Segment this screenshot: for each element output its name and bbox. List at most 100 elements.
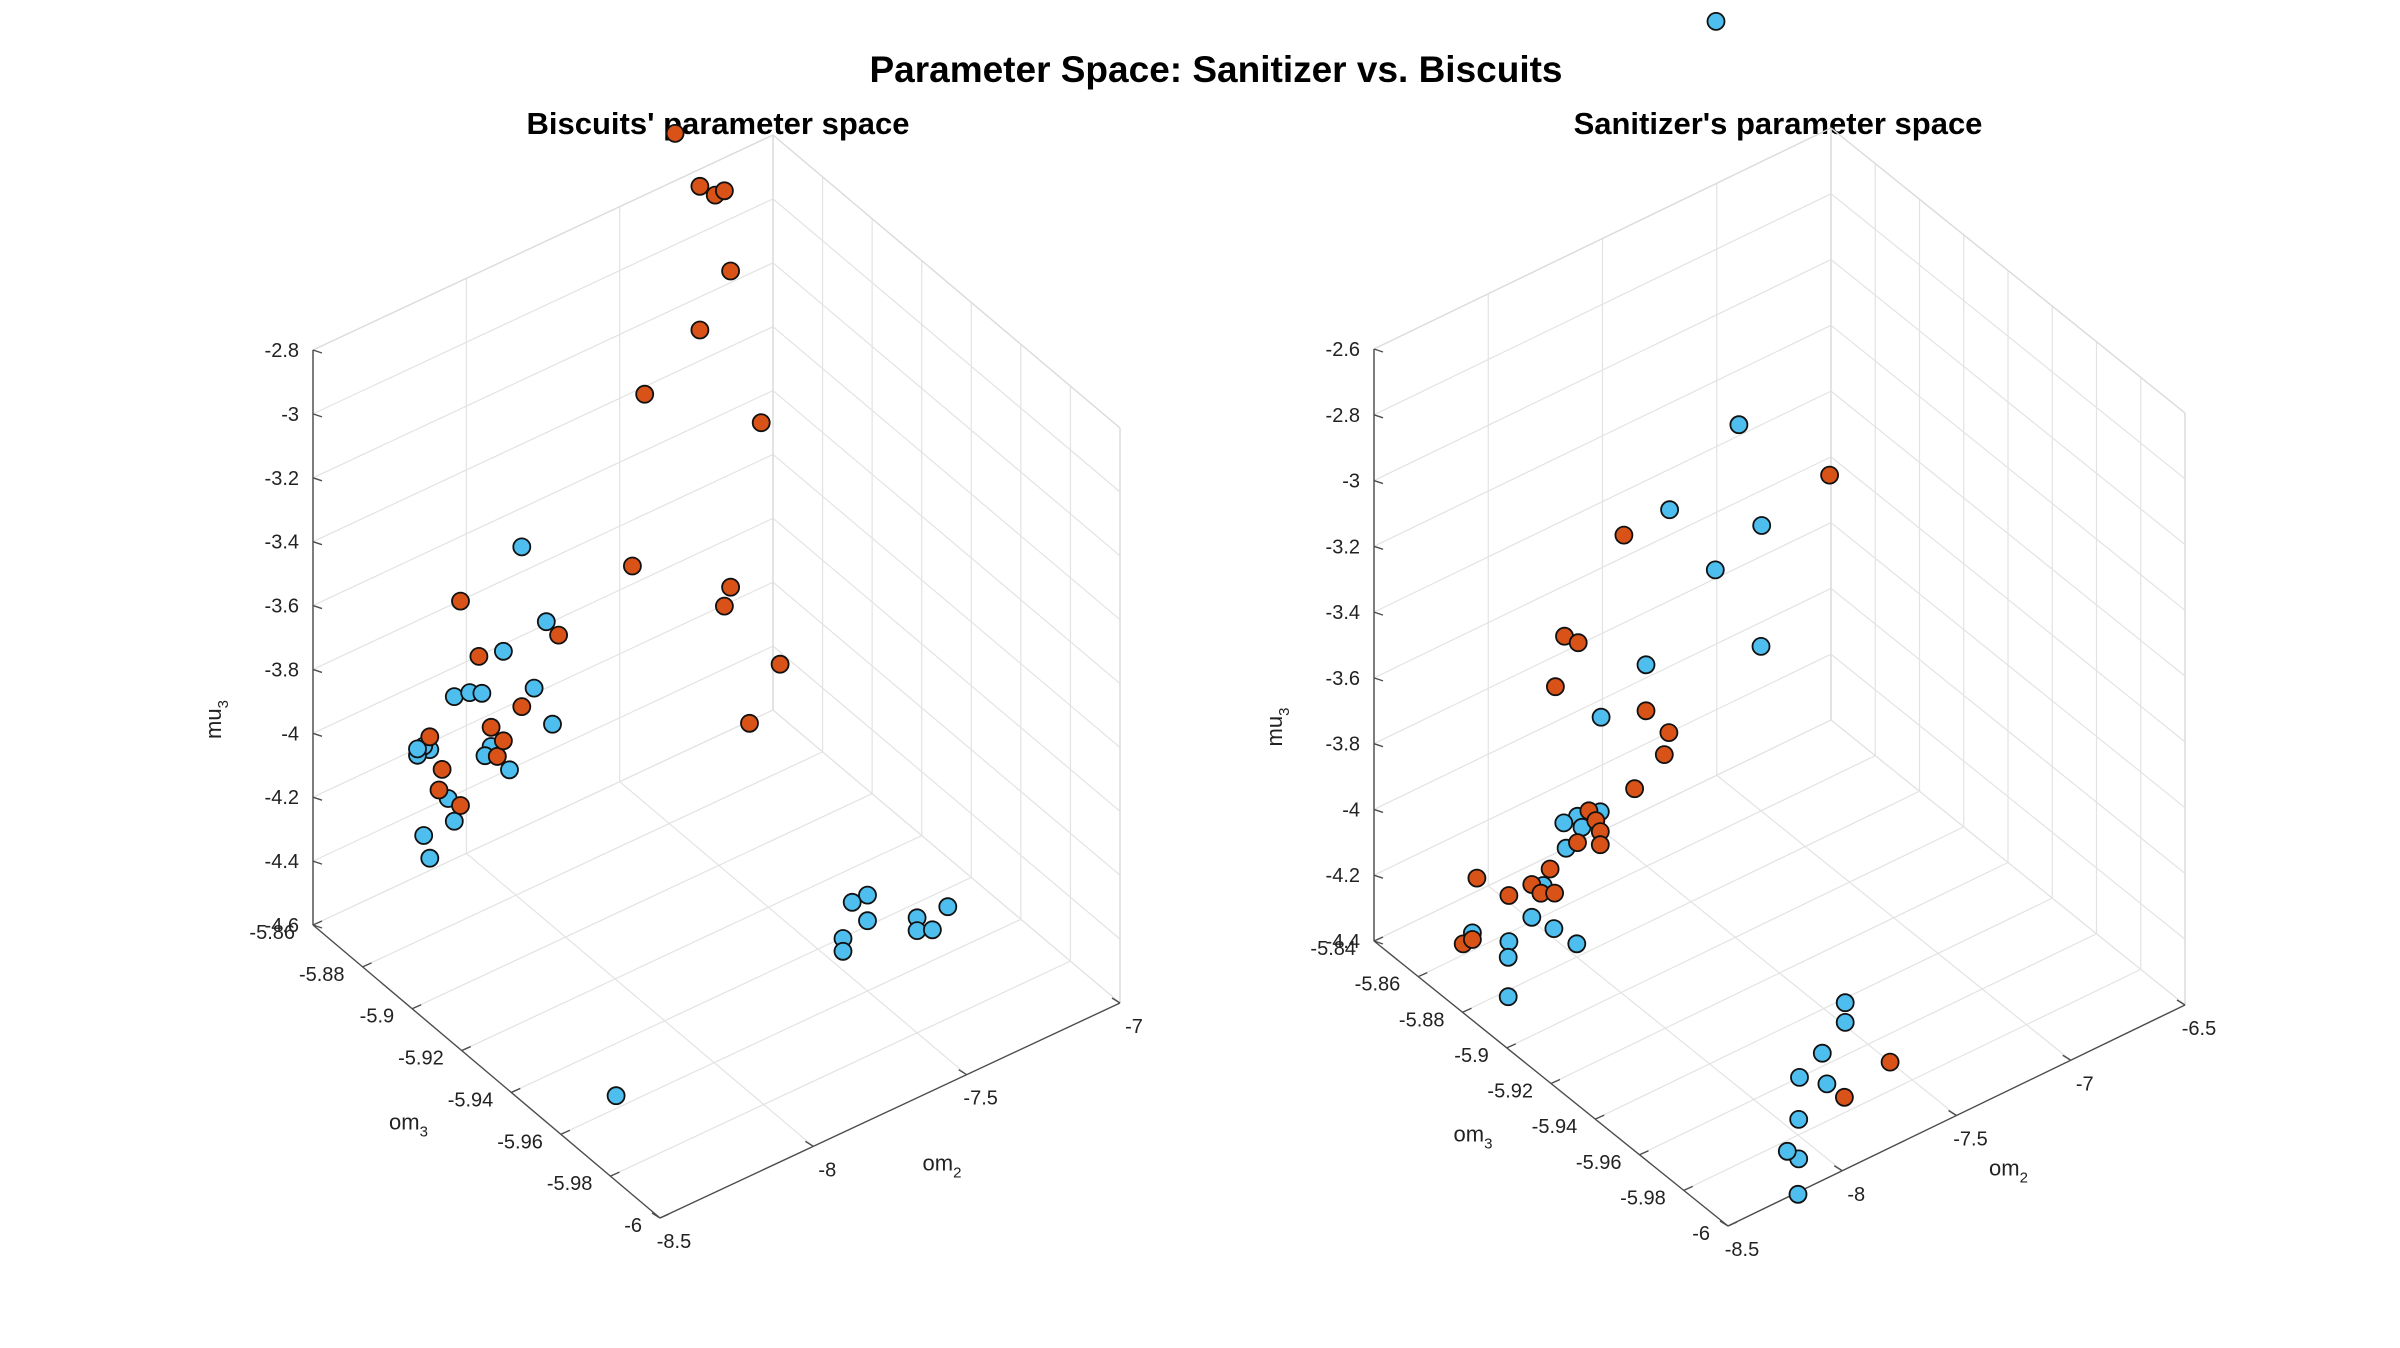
y-tick-mark — [362, 962, 372, 968]
grid-line — [772, 326, 1121, 621]
biscuits-y-tick-label: -5.96 — [497, 1131, 543, 1153]
z-tick-mark — [312, 732, 323, 737]
data-point — [1540, 859, 1560, 879]
box-edge — [1373, 127, 1832, 350]
data-point — [1790, 1068, 1809, 1087]
data-point — [721, 577, 740, 597]
data-point — [1625, 779, 1644, 799]
data-point — [512, 537, 532, 557]
data-point — [469, 647, 489, 666]
grid-line — [1417, 755, 1876, 978]
sanitizer-x-tick-label: -8.5 — [1725, 1239, 1759, 1261]
grid-line — [1594, 897, 2053, 1120]
grid-line — [772, 453, 1121, 748]
sanitizer-x-tick-label: -7.5 — [1953, 1129, 1987, 1151]
data-point — [420, 727, 440, 747]
sanitizer-z-tick-label: -2.6 — [1326, 339, 1360, 361]
data-point — [1789, 1110, 1809, 1129]
data-point — [715, 596, 734, 616]
grid-line — [772, 581, 1121, 876]
data-point — [536, 612, 556, 632]
sanitizer-z-tick-label: -3.4 — [1326, 602, 1360, 624]
x-tick-mark — [2062, 1054, 2072, 1061]
z-tick-mark — [312, 796, 323, 801]
grid-line — [312, 645, 774, 862]
y-tick-mark — [411, 1004, 422, 1010]
sanitizer-y-tick-label: -5.98 — [1620, 1187, 1666, 1209]
data-point — [721, 261, 740, 281]
biscuits-axes-title: Biscuits' parameter space — [526, 106, 909, 141]
data-point — [1835, 1087, 1854, 1107]
z-tick-mark — [1373, 808, 1384, 814]
data-point — [1590, 835, 1610, 855]
y-tick-mark — [1373, 936, 1384, 942]
grid-line — [411, 793, 873, 1010]
biscuits-axes: Biscuits' parameter space -4.6 -4.4 -4.2 -4 -… — [201, 106, 1143, 1253]
data-point — [715, 181, 734, 201]
data-point — [1568, 633, 1588, 653]
y-tick-mark — [461, 1045, 471, 1052]
grid-line — [772, 517, 1121, 812]
data-point — [524, 678, 544, 698]
data-point — [1499, 932, 1519, 951]
z-tick-mark — [1373, 611, 1384, 616]
sanitizer-x-tick-label: -6.5 — [2182, 1018, 2216, 1040]
y-tick-mark — [659, 1213, 670, 1219]
sanitizer-z-tick-label: -4.2 — [1326, 865, 1360, 887]
y-tick-mark — [1550, 1078, 1561, 1085]
y-tick-mark — [1639, 1150, 1649, 1156]
z-tick-mark — [312, 668, 323, 674]
data-point — [606, 1086, 626, 1106]
z-tick-mark — [312, 413, 323, 418]
z-tick-mark — [1373, 677, 1384, 682]
sanitizer-z-tick-label: -3 — [1342, 471, 1360, 493]
grid-line — [772, 390, 1121, 685]
data-point — [549, 625, 568, 645]
data-point — [1835, 993, 1855, 1013]
data-point — [1554, 813, 1574, 833]
biscuits-z-tick-label: -4 — [281, 723, 299, 745]
biscuits-x-tick-label: -7.5 — [963, 1088, 997, 1110]
y-tick-mark — [1594, 1114, 1605, 1120]
biscuits-x-tick-label: -7 — [1125, 1016, 1143, 1038]
data-point — [1706, 11, 1726, 31]
data-point — [493, 731, 513, 751]
z-tick-mark — [1373, 545, 1384, 550]
sanitizer-axes-title: Sanitizer's parameter space — [1574, 106, 1983, 141]
x-tick-mark — [1833, 1165, 1843, 1172]
biscuits-z-tick-label: -3 — [281, 404, 299, 426]
x-tick-mark — [651, 1212, 661, 1219]
data-point — [938, 897, 958, 917]
sanitizer-z-tick-label: -4 — [1342, 799, 1360, 821]
grid-line — [1506, 826, 1965, 1049]
biscuits-grid — [312, 134, 1121, 1219]
biscuits-y-tick-label: -5.98 — [547, 1173, 593, 1195]
grid-line — [312, 390, 774, 607]
data-point — [1835, 1013, 1855, 1032]
biscuits-x-label: om2 — [923, 1151, 962, 1182]
data-point — [1654, 745, 1674, 764]
x-tick-mark — [1948, 1109, 1957, 1117]
data-point — [451, 796, 470, 815]
data-point — [1777, 1141, 1797, 1161]
y-tick-mark — [312, 920, 323, 926]
y-tick-mark — [610, 1171, 620, 1177]
x-tick-mark — [958, 1069, 968, 1076]
grid-line — [312, 453, 774, 670]
data-point — [1544, 919, 1564, 938]
data-point — [1812, 1043, 1832, 1063]
x-tick-mark — [1111, 997, 1121, 1004]
z-tick-mark — [1373, 414, 1384, 419]
figure-title: Parameter Space: Sanitizer vs. Biscuits — [869, 49, 1562, 90]
biscuits-y-tick-label: -5.94 — [448, 1089, 494, 1111]
sanitizer-markers — [1453, 11, 1900, 1204]
data-point — [1752, 516, 1772, 535]
sanitizer-z-tick-label: -2.8 — [1326, 405, 1360, 427]
data-point — [923, 920, 942, 940]
z-tick-mark — [312, 477, 323, 482]
y-tick-mark — [1683, 1185, 1694, 1192]
data-point — [414, 826, 434, 845]
sanitizer-y-tick-label: -5.86 — [1355, 974, 1401, 996]
biscuits-z-tick-label: -4.6 — [265, 915, 299, 937]
grid-line — [461, 835, 922, 1052]
